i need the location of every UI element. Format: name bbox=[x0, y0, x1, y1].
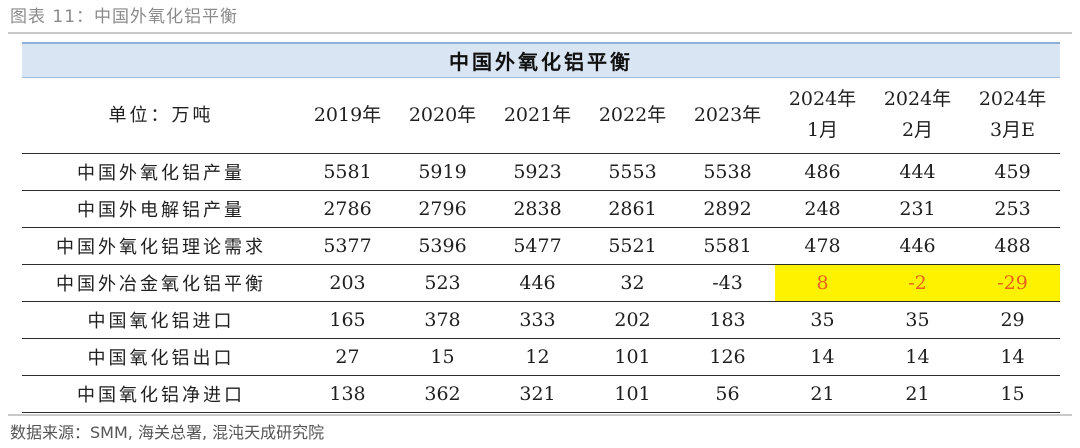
column-header-line1: 2024年 bbox=[788, 88, 857, 110]
table-cell: 2861 bbox=[585, 189, 680, 227]
table-cell: 21 bbox=[870, 374, 965, 413]
table-cell: 14 bbox=[965, 337, 1061, 375]
table-cell: 35 bbox=[775, 300, 870, 338]
table-cell: 5581 bbox=[300, 152, 395, 190]
table-cell: -43 bbox=[680, 263, 775, 301]
table-cell: 101 bbox=[585, 374, 680, 413]
column-header-line2: 3月E bbox=[990, 119, 1036, 141]
column-header-line2: 2月 bbox=[901, 119, 934, 141]
table-cell: 2892 bbox=[680, 189, 775, 227]
table-row: 中国氧化铝净进口 138 362 321 101 56 21 21 15 bbox=[22, 374, 1061, 413]
table-cell: 478 bbox=[775, 226, 870, 264]
table-cell: 5521 bbox=[585, 226, 680, 264]
table-cell: 126 bbox=[680, 337, 775, 375]
table-cell: 2786 bbox=[300, 189, 395, 227]
row-label: 中国外电解铝产量 bbox=[22, 189, 300, 227]
row-label: 中国氧化铝出口 bbox=[22, 337, 300, 375]
table-cell: 523 bbox=[395, 263, 490, 301]
table-cell: 165 bbox=[300, 300, 395, 338]
column-header: 2024年 3月E bbox=[965, 76, 1061, 153]
table-cell: 2838 bbox=[490, 189, 585, 227]
row-label: 中国外氧化铝理论需求 bbox=[22, 226, 300, 264]
column-header-line1: 2019年 bbox=[313, 103, 382, 126]
table-cell: 333 bbox=[490, 300, 585, 338]
table-row: 中国外氧化铝产量 5581 5919 5923 5553 5538 486 444 459 bbox=[22, 152, 1061, 190]
column-header-line2: 1月 bbox=[806, 119, 839, 141]
table-cell: 27 bbox=[300, 337, 395, 375]
table-header-row: 单位：万吨 2019年 2020年 2021年 2022年 2023年 2024年 1月 20… bbox=[22, 76, 1061, 153]
row-label: 中国氧化铝净进口 bbox=[22, 374, 300, 413]
table-cell: 35 bbox=[870, 300, 965, 338]
column-header-line1: 2022年 bbox=[598, 103, 667, 126]
column-header-line1: 2021年 bbox=[503, 103, 572, 126]
table-cell: 5581 bbox=[680, 226, 775, 264]
table-cell: 15 bbox=[395, 337, 490, 375]
table-cell: 29 bbox=[965, 300, 1061, 338]
data-source: 数据来源：SMM, 海关总署, 混沌天成研究院 bbox=[10, 423, 325, 442]
table-cell: 202 bbox=[585, 300, 680, 338]
table-cell: 362 bbox=[395, 374, 490, 413]
bottom-divider bbox=[8, 414, 1072, 416]
table-cell: 446 bbox=[870, 226, 965, 264]
column-header-line1: 2024年 bbox=[883, 88, 952, 110]
table-cell: 231 bbox=[870, 189, 965, 227]
table-cell: 321 bbox=[490, 374, 585, 413]
table-cell: 444 bbox=[870, 152, 965, 190]
table-cell: 15 bbox=[965, 374, 1061, 413]
table-row: 中国氧化铝出口 27 15 12 101 126 14 14 14 bbox=[22, 337, 1061, 375]
table-row: 中国外冶金氧化铝平衡 203 523 446 32 -43 8 -2 -29 bbox=[22, 263, 1061, 301]
column-header: 2024年 2月 bbox=[870, 76, 965, 153]
table-cell: 446 bbox=[490, 263, 585, 301]
table-cell: 12 bbox=[490, 337, 585, 375]
table-title-row: 中国外氧化铝平衡 bbox=[22, 42, 1061, 77]
table-cell: 138 bbox=[300, 374, 395, 413]
table-row: 中国氧化铝进口 165 378 333 202 183 35 35 29 bbox=[22, 300, 1061, 338]
table-cell: 14 bbox=[870, 337, 965, 375]
table-cell: 5553 bbox=[585, 152, 680, 190]
table-cell: 459 bbox=[965, 152, 1061, 190]
table-cell: -2 bbox=[870, 263, 965, 301]
row-label: 中国外冶金氧化铝平衡 bbox=[22, 263, 300, 301]
column-header-line1: 2023年 bbox=[693, 103, 762, 126]
table-cell: 5919 bbox=[395, 152, 490, 190]
figure-caption: 图表 11：中国外氧化铝平衡 bbox=[10, 7, 239, 27]
table-cell: 5923 bbox=[490, 152, 585, 190]
table-cell: 5477 bbox=[490, 226, 585, 264]
balance-table: 中国外氧化铝平衡 单位：万吨 2019年 2020年 2021年 2022年 2023年… bbox=[22, 42, 1061, 413]
table-cell: 8 bbox=[775, 263, 870, 301]
table-cell: 248 bbox=[775, 189, 870, 227]
table-row: 中国外电解铝产量 2786 2796 2838 2861 2892 248 231 253 bbox=[22, 189, 1061, 227]
table-cell: 2796 bbox=[395, 189, 490, 227]
table-cell: 488 bbox=[965, 226, 1061, 264]
column-header-line1: 2024年 bbox=[978, 88, 1047, 110]
column-header: 2019年 bbox=[300, 76, 395, 153]
table-cell: 253 bbox=[965, 189, 1061, 227]
table-cell: 5538 bbox=[680, 152, 775, 190]
column-header: 2020年 bbox=[395, 76, 490, 153]
column-header: 2022年 bbox=[585, 76, 680, 153]
table-row: 中国外氧化铝理论需求 5377 5396 5477 5521 5581 478 446 488 bbox=[22, 226, 1061, 264]
table-cell: 14 bbox=[775, 337, 870, 375]
table-cell: 5377 bbox=[300, 226, 395, 264]
table-cell: 56 bbox=[680, 374, 775, 413]
unit-label: 单位：万吨 bbox=[22, 76, 300, 153]
table-cell: 21 bbox=[775, 374, 870, 413]
table-cell: 203 bbox=[300, 263, 395, 301]
column-header: 2023年 bbox=[680, 76, 775, 153]
column-header: 2021年 bbox=[490, 76, 585, 153]
table-cell: 32 bbox=[585, 263, 680, 301]
table-cell: 486 bbox=[775, 152, 870, 190]
row-label: 中国外氧化铝产量 bbox=[22, 152, 300, 190]
table-title: 中国外氧化铝平衡 bbox=[22, 42, 1061, 77]
column-header: 2024年 1月 bbox=[775, 76, 870, 153]
table-cell: 101 bbox=[585, 337, 680, 375]
top-divider bbox=[8, 32, 1072, 34]
table-cell: 378 bbox=[395, 300, 490, 338]
row-label: 中国氧化铝进口 bbox=[22, 300, 300, 338]
table-cell: -29 bbox=[965, 263, 1061, 301]
table-cell: 183 bbox=[680, 300, 775, 338]
column-header-line1: 2020年 bbox=[408, 103, 477, 126]
table-cell: 5396 bbox=[395, 226, 490, 264]
